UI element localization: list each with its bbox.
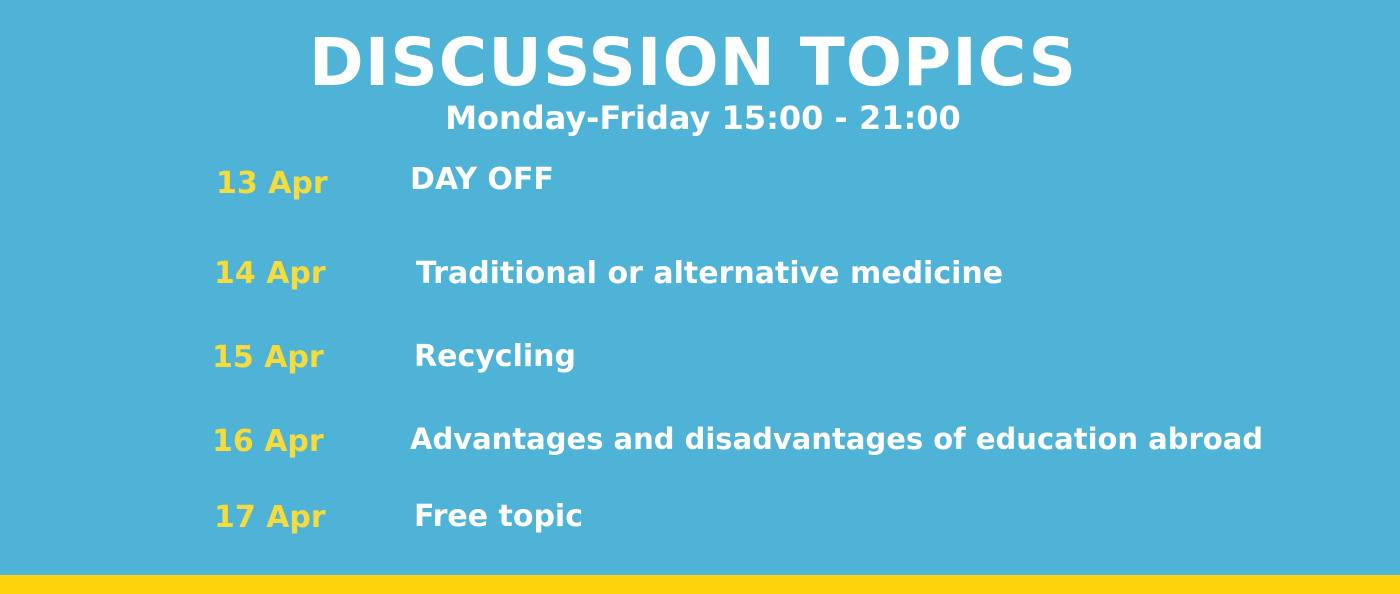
footer-accent-bar [0, 575, 1400, 594]
schedule-topic: Free topic [414, 499, 583, 534]
schedule-topic: Traditional or alternative medicine [416, 256, 1004, 291]
schedule-date: 14 Apr [214, 256, 326, 291]
schedule-topic: Advantages and disadvantages of educatio… [410, 422, 1264, 456]
schedule-date: 15 Apr [212, 340, 324, 375]
page-title: DISCUSSION TOPICS [308, 24, 1078, 101]
schedule-topic: DAY OFF [410, 162, 554, 197]
schedule-date: 13 Apr [216, 166, 328, 201]
schedule-date: 16 Apr [212, 424, 324, 459]
schedule-topic: Recycling [414, 339, 576, 374]
schedule-hours: Monday-Friday 15:00 - 21:00 [445, 99, 961, 137]
schedule-date: 17 Apr [214, 500, 326, 535]
